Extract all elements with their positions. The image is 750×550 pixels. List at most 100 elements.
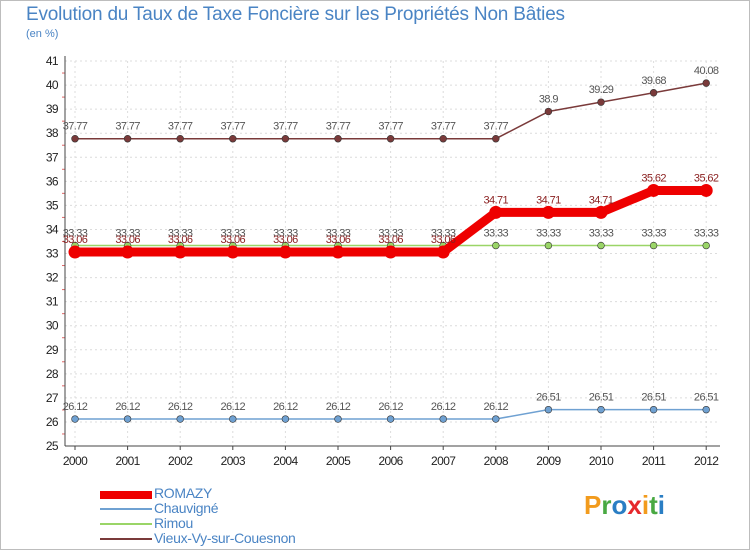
data-label-chauvigne-2006: 26.12 <box>378 401 403 413</box>
y-tick-label-39: 39 <box>46 102 59 116</box>
data-label-romazy-2011: 35.62 <box>641 172 666 184</box>
data-label-vieux-vy-sur-couesnon-2003: 37.77 <box>221 121 246 133</box>
data-label-vieux-vy-sur-couesnon-2004: 37.77 <box>273 121 298 133</box>
data-label-chauvigne-2008: 26.12 <box>484 401 509 413</box>
data-label-vieux-vy-sur-couesnon-2011: 39.68 <box>641 75 666 87</box>
x-tick-label-2004: 2004 <box>273 454 298 468</box>
legend-swatch-vieux-vy <box>100 538 152 540</box>
data-point-chauvigne-2007 <box>439 415 447 423</box>
x-tick-label-2000: 2000 <box>63 454 88 468</box>
data-label-rimou-2004: 33.33 <box>273 228 298 240</box>
data-point-romazy-2000 <box>68 245 82 259</box>
y-tick-label-32: 32 <box>46 271 59 285</box>
logo-letter: t <box>649 490 658 520</box>
data-label-rimou-2010: 33.33 <box>589 228 614 240</box>
logo-letter: P <box>584 490 602 520</box>
x-tick-label-2012: 2012 <box>694 454 719 468</box>
data-label-romazy-2002: 33.06 <box>168 234 193 246</box>
data-point-chauvigne-2003 <box>229 415 237 423</box>
data-label-romazy-2005: 33.06 <box>326 234 351 246</box>
data-label-chauvigne-2002: 26.12 <box>168 401 193 413</box>
data-label-chauvigne-2004: 26.12 <box>273 401 298 413</box>
data-point-romazy-2007 <box>436 245 450 259</box>
y-tick-label-37: 37 <box>46 150 59 164</box>
data-label-rimou-2000: 33.33 <box>63 228 88 240</box>
y-tick-label-33: 33 <box>46 247 59 261</box>
data-label-chauvigne-2011: 26.51 <box>641 392 666 404</box>
y-tick-label-38: 38 <box>46 126 59 140</box>
data-point-romazy-2008 <box>489 205 503 219</box>
data-point-rimou-2011 <box>649 241 658 250</box>
y-tick-label-36: 36 <box>46 174 59 188</box>
data-point-vieux-vy-sur-couesnon-2011 <box>649 89 658 97</box>
data-label-vieux-vy-sur-couesnon-2000: 37.77 <box>63 121 88 133</box>
data-label-chauvigne-2000: 26.12 <box>63 401 88 413</box>
data-label-vieux-vy-sur-couesnon-2010: 39.29 <box>589 84 614 96</box>
data-point-rimou-2008 <box>492 241 500 250</box>
data-point-chauvigne-2006 <box>386 415 395 423</box>
logo-letter: r <box>601 490 612 520</box>
data-label-rimou-2002: 33.33 <box>168 228 193 240</box>
data-label-chauvigne-2003: 26.12 <box>221 401 246 413</box>
x-tick-label-2002: 2002 <box>168 454 193 468</box>
data-label-romazy-2000: 33.06 <box>63 234 88 246</box>
data-point-romazy-2006 <box>384 245 398 259</box>
legend-label-romazy: ROMAZY <box>154 485 213 501</box>
data-point-vieux-vy-sur-couesnon-2010 <box>597 98 605 106</box>
chart-title: Evolution du Taux de Taxe Foncière sur l… <box>26 4 565 25</box>
data-label-romazy-2001: 33.06 <box>115 234 140 246</box>
x-tick-label-2008: 2008 <box>484 454 509 468</box>
data-label-chauvigne-2010: 26.51 <box>589 392 614 404</box>
data-point-rimou-2010 <box>597 241 605 250</box>
data-point-romazy-2003 <box>226 245 240 259</box>
data-label-rimou-2001: 33.33 <box>115 228 140 240</box>
legend-label-rimou: Rimou <box>154 515 193 531</box>
data-label-rimou-2003: 33.33 <box>221 228 246 240</box>
data-label-romazy-2007: 33.06 <box>431 234 456 246</box>
data-label-romazy-2010: 34.71 <box>589 194 614 206</box>
data-label-romazy-2004: 33.06 <box>273 234 298 246</box>
logo-letter: x <box>627 490 642 520</box>
data-point-romazy-2011 <box>647 183 661 197</box>
legend-label-chauvigne: Chauvigné <box>154 500 219 516</box>
data-point-vieux-vy-sur-couesnon-2003 <box>229 135 237 143</box>
data-point-chauvigne-2002 <box>176 415 184 423</box>
logo-letter: i <box>657 490 665 520</box>
x-tick-label-2011: 2011 <box>642 454 666 468</box>
data-point-chauvigne-2001 <box>123 415 132 423</box>
data-label-vieux-vy-sur-couesnon-2012: 40.08 <box>694 65 719 77</box>
data-point-vieux-vy-sur-couesnon-2008 <box>492 135 500 143</box>
data-label-rimou-2008: 33.33 <box>484 228 509 240</box>
data-label-chauvigne-2001: 26.12 <box>115 401 140 413</box>
x-tick-label-2007: 2007 <box>431 454 456 468</box>
data-label-rimou-2011: 33.33 <box>641 228 666 240</box>
y-tick-label-34: 34 <box>46 222 59 236</box>
data-label-chauvigne-2012: 26.51 <box>694 392 719 404</box>
data-label-rimou-2006: 33.33 <box>378 228 403 240</box>
logo-letter: o <box>611 490 628 520</box>
data-label-vieux-vy-sur-couesnon-2009: 38.9 <box>539 94 558 106</box>
data-label-rimou-2005: 33.33 <box>326 228 351 240</box>
data-label-rimou-2007: 33.33 <box>431 228 456 240</box>
data-point-chauvigne-2005 <box>334 415 342 423</box>
data-label-romazy-2008: 34.71 <box>484 194 509 206</box>
data-point-rimou-2009 <box>544 241 553 250</box>
data-point-romazy-2001 <box>121 245 135 259</box>
data-point-vieux-vy-sur-couesnon-2009 <box>544 107 553 116</box>
data-label-romazy-2006: 33.06 <box>378 234 403 246</box>
data-point-vieux-vy-sur-couesnon-2007 <box>439 135 447 143</box>
data-point-romazy-2009 <box>541 205 555 219</box>
x-tick-label-2009: 2009 <box>536 454 561 468</box>
legend-swatch-rimou <box>100 523 152 525</box>
data-point-romazy-2002 <box>173 245 187 259</box>
y-tick-label-41: 41 <box>46 54 59 68</box>
y-tick-label-29: 29 <box>46 343 59 357</box>
data-point-chauvigne-2012 <box>702 405 710 414</box>
data-point-vieux-vy-sur-couesnon-2002 <box>176 135 184 143</box>
data-point-chauvigne-2004 <box>281 415 290 423</box>
data-point-vieux-vy-sur-couesnon-2006 <box>386 135 395 143</box>
data-point-romazy-2012 <box>699 183 713 197</box>
data-label-rimou-2012: 33.33 <box>694 228 719 240</box>
data-point-romazy-2004 <box>278 245 292 259</box>
data-label-chauvigne-2007: 26.12 <box>431 401 456 413</box>
